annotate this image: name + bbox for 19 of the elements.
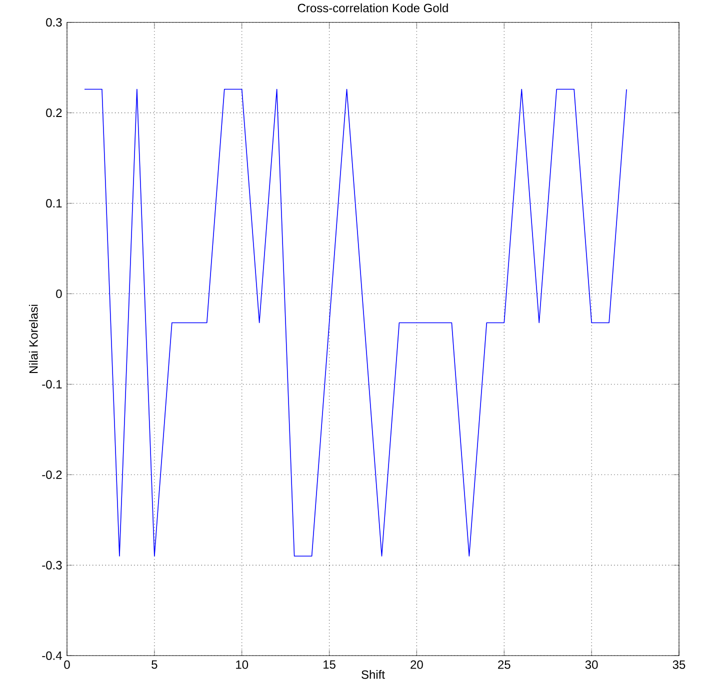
x-tick-label: 0 xyxy=(64,660,70,669)
x-tick-label: 10 xyxy=(236,660,248,669)
x-tick-label: 25 xyxy=(498,660,510,669)
x-tick-label: 35 xyxy=(672,660,686,669)
y-tick-label: 0.3 xyxy=(46,18,62,27)
y-tick-label: 0 xyxy=(56,290,62,298)
y-tick-label: -0.4 xyxy=(42,651,62,660)
x-tick-label: 20 xyxy=(410,660,423,669)
y-axis-title: Nilai Korelasi xyxy=(28,304,38,374)
y-tick-label: 0.2 xyxy=(46,108,62,118)
x-tick-label: 15 xyxy=(324,660,336,669)
y-tick-label: -0.2 xyxy=(42,470,62,479)
x-tick-label: 5 xyxy=(152,660,158,669)
y-tick-label: 0.1 xyxy=(46,199,62,208)
x-axis-title: Shift xyxy=(362,670,385,679)
y-tick-label: -0.1 xyxy=(42,380,62,388)
y-tick-label: -0.3 xyxy=(42,560,62,570)
chart-title: Cross-correlation Kode Gold xyxy=(298,3,448,12)
x-tick-label: 30 xyxy=(585,660,598,669)
